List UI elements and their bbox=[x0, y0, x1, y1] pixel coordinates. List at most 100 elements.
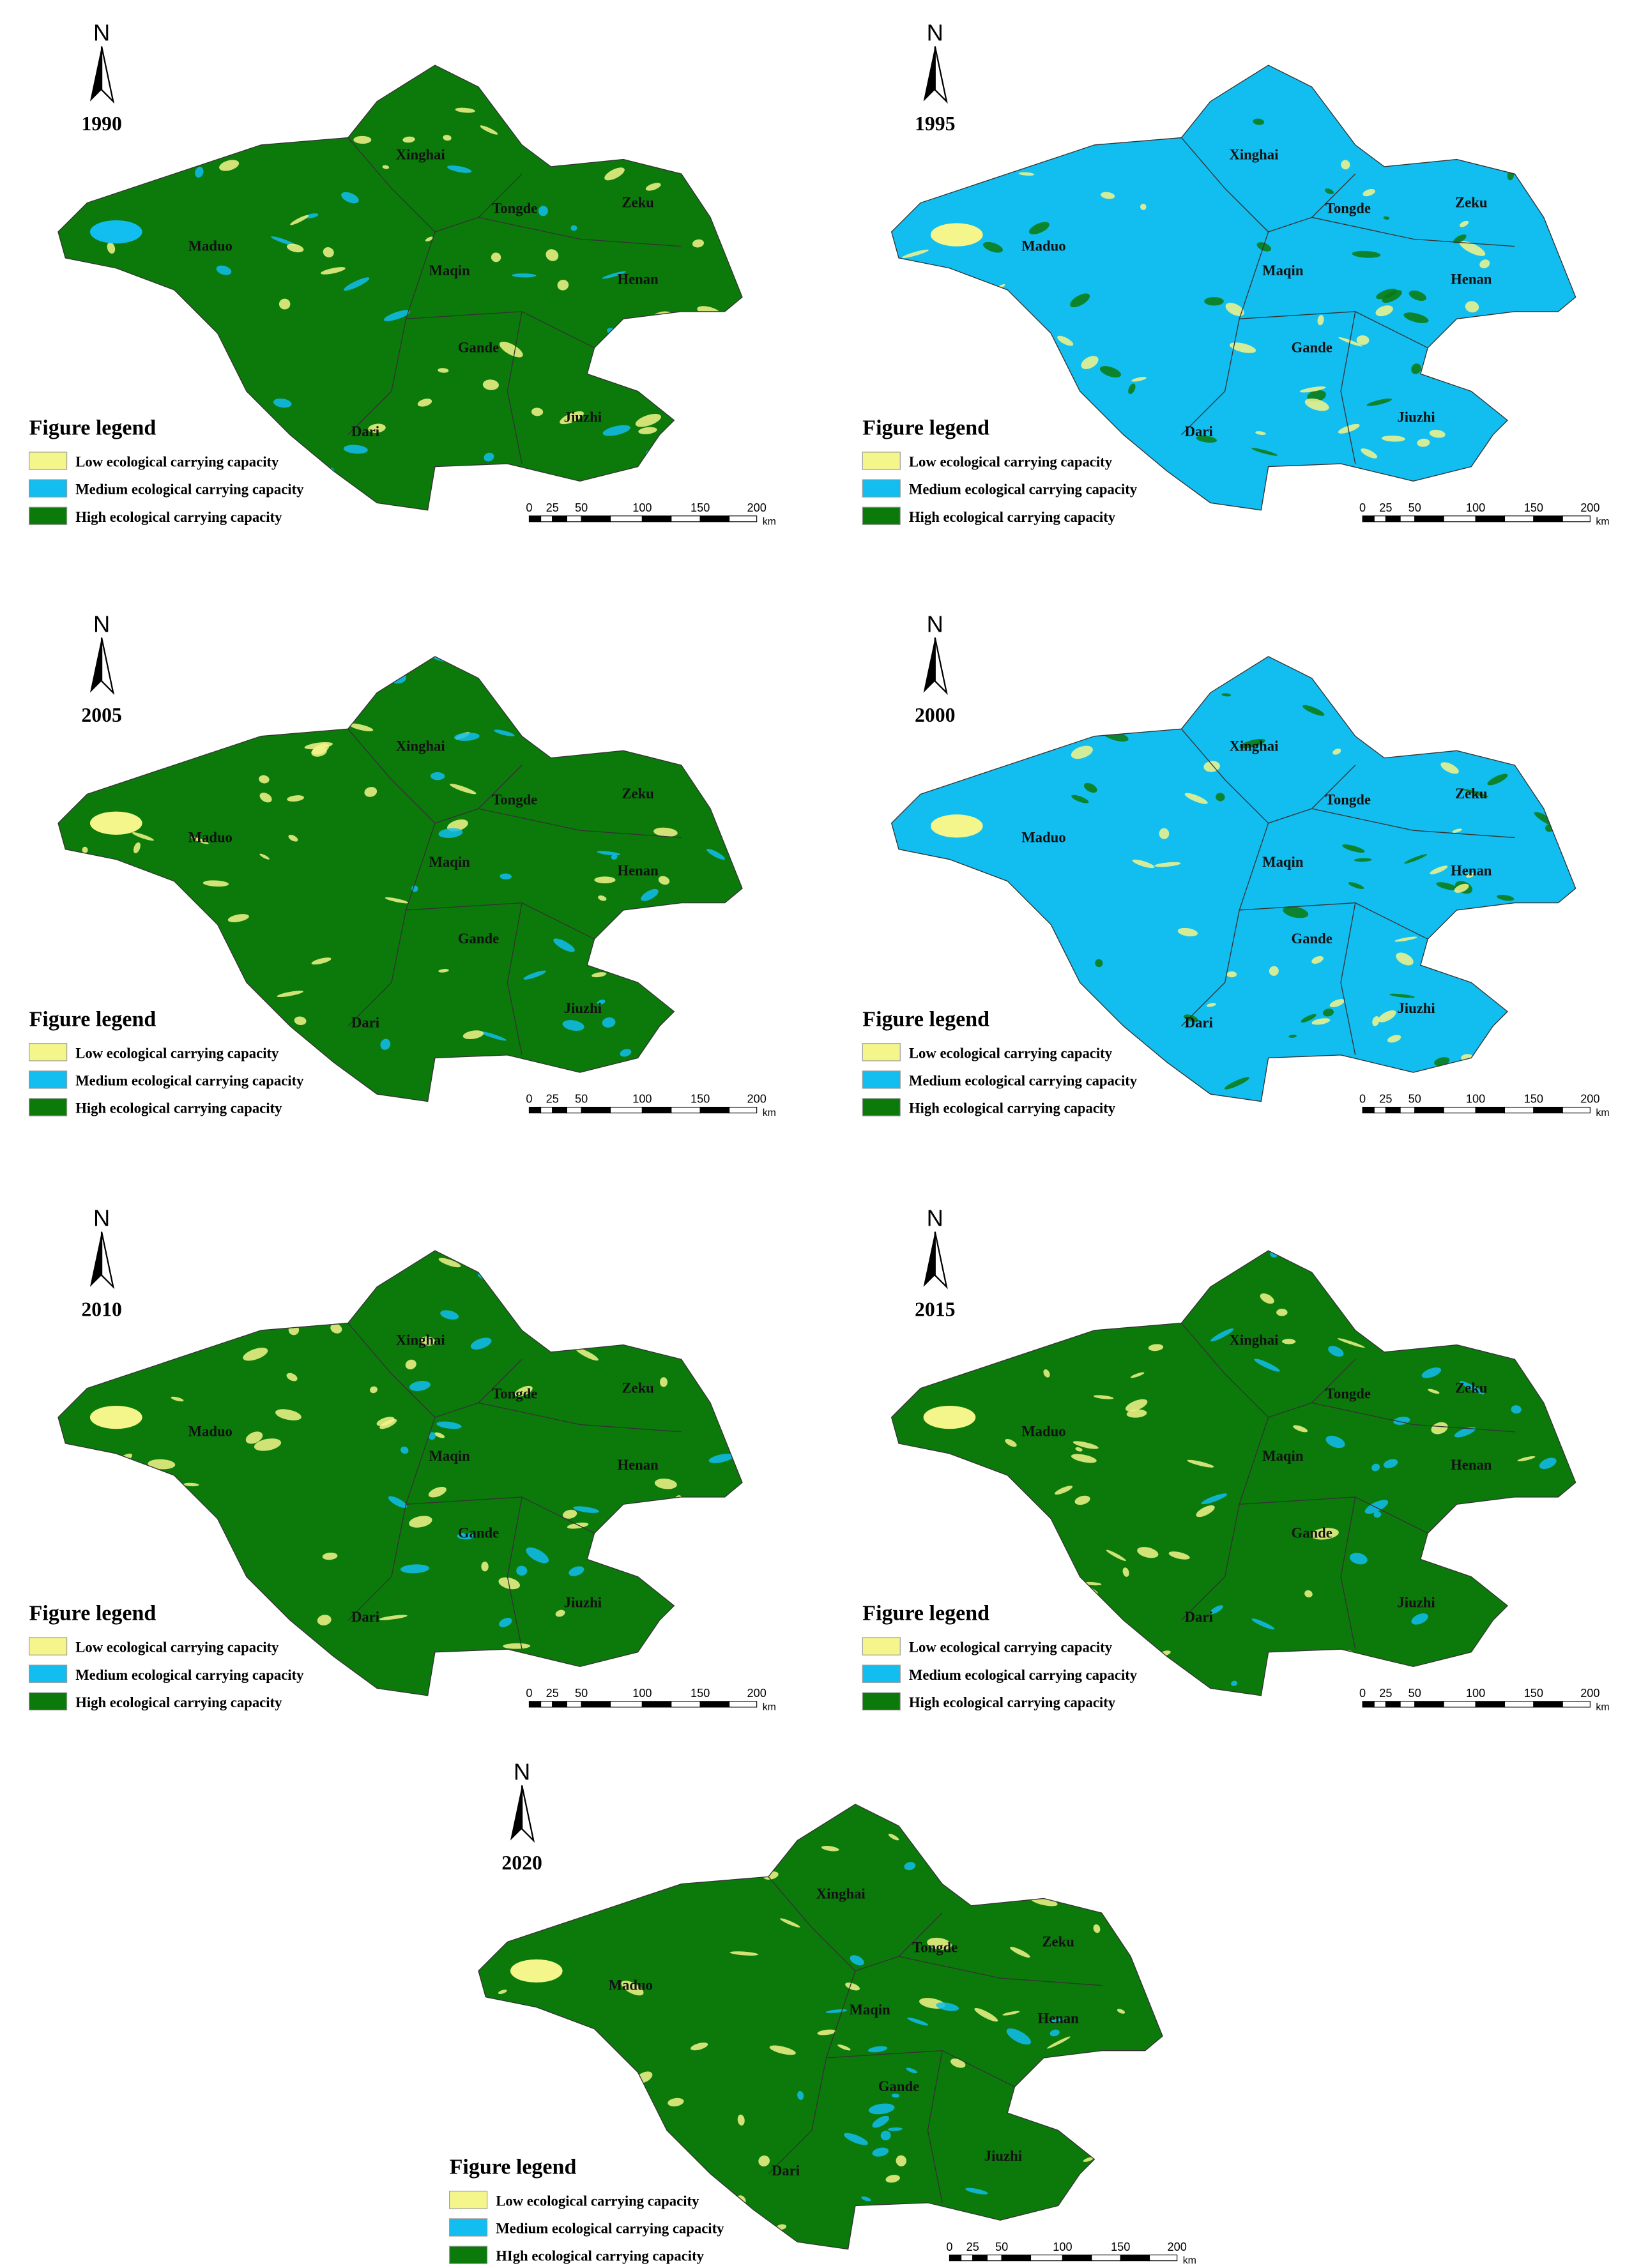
land-patch bbox=[1226, 971, 1237, 978]
place-label: Maduo bbox=[1021, 1424, 1065, 1440]
scale-segment bbox=[728, 1106, 758, 1114]
north-arrow bbox=[521, 1785, 535, 1843]
scale-segment bbox=[641, 1106, 672, 1114]
legend-title: Figure legend bbox=[29, 416, 156, 440]
land-patch bbox=[183, 1482, 199, 1487]
scale-segment bbox=[671, 1106, 701, 1114]
place-label: Jiuzhi bbox=[1397, 1000, 1435, 1016]
land-patch bbox=[780, 1918, 800, 1928]
legend-label: High ecological carrying capacity bbox=[909, 509, 1116, 525]
land-patch bbox=[899, 1454, 919, 1461]
land-patch bbox=[1190, 1693, 1205, 1696]
land-patch bbox=[1093, 1924, 1101, 1933]
land-patch bbox=[1539, 1457, 1557, 1470]
scale-label: 100 bbox=[1053, 2241, 1072, 2253]
land-patch bbox=[183, 75, 202, 82]
year-label: 1990 bbox=[81, 112, 122, 135]
land-patch bbox=[957, 285, 980, 296]
land-patch bbox=[650, 662, 669, 676]
place-label: Maqin bbox=[429, 263, 470, 278]
land-patch bbox=[1511, 1405, 1522, 1414]
land-patch bbox=[1100, 192, 1115, 199]
land-patch bbox=[156, 87, 171, 91]
scale-unit: km bbox=[763, 516, 776, 527]
land-patch bbox=[317, 1615, 332, 1625]
land-patch bbox=[1439, 710, 1461, 721]
lake bbox=[930, 814, 983, 838]
land-patch bbox=[872, 2147, 889, 2157]
scale-segment bbox=[1362, 515, 1375, 522]
land-patch bbox=[1071, 1454, 1097, 1463]
land-patch bbox=[1209, 1605, 1223, 1615]
scale-segment bbox=[552, 1106, 567, 1114]
land-patch bbox=[1527, 77, 1553, 88]
scale-segment bbox=[1373, 515, 1386, 522]
county-border bbox=[1181, 231, 1269, 436]
scale-segment bbox=[961, 2255, 973, 2262]
place-label: Xinghai bbox=[396, 147, 445, 163]
land-patch bbox=[98, 176, 123, 190]
land-patch bbox=[171, 1396, 184, 1402]
land-patch bbox=[466, 487, 475, 493]
scale-segment bbox=[728, 515, 758, 522]
land-patch bbox=[817, 2029, 836, 2036]
land-patch bbox=[280, 455, 303, 468]
scale-label: 150 bbox=[1524, 1093, 1543, 1106]
legend-label: Low ecological carrying capacity bbox=[909, 1640, 1113, 1655]
region-outline bbox=[890, 656, 1576, 1102]
place-label: Jiuzhi bbox=[564, 1000, 602, 1016]
land-patch bbox=[1009, 498, 1028, 503]
land-patch bbox=[1057, 335, 1074, 346]
land-patch bbox=[659, 1377, 668, 1387]
land-patch bbox=[891, 159, 906, 169]
land-patch bbox=[1435, 1251, 1453, 1261]
land-patch bbox=[135, 152, 146, 161]
land-patch bbox=[267, 1264, 279, 1271]
land-patch bbox=[620, 1049, 632, 1057]
land-patch bbox=[597, 1000, 606, 1005]
map-panel: N 1995 Xinghai Tongde Zeku Maduo Maqin Henan Gan… bbox=[862, 20, 1610, 527]
scale-segment bbox=[609, 1106, 643, 1114]
place-label: Maduo bbox=[1021, 829, 1065, 845]
land-patch bbox=[305, 213, 319, 218]
land-patch bbox=[1083, 2157, 1094, 2162]
legend-swatch bbox=[29, 1692, 68, 1710]
place-label: Zeku bbox=[622, 786, 654, 802]
land-patch bbox=[732, 2237, 740, 2243]
land-patch bbox=[457, 1532, 475, 1540]
north-arrow bbox=[923, 637, 935, 693]
land-patch bbox=[662, 986, 687, 1003]
scale-label: 25 bbox=[1379, 1687, 1392, 1700]
map-panel: N 2005 Xinghai Tongde Zeku Maduo Maqin Henan Gan… bbox=[29, 611, 776, 1118]
place-label: Gande bbox=[458, 931, 499, 947]
scale-label: 150 bbox=[1524, 1687, 1543, 1700]
county-border bbox=[927, 2050, 943, 2203]
land-patch bbox=[658, 876, 670, 885]
land-patch bbox=[896, 2155, 907, 2166]
land-patch bbox=[586, 1896, 597, 1900]
land-patch bbox=[436, 1421, 462, 1429]
legend-swatch bbox=[862, 1043, 901, 1062]
land-patch bbox=[443, 135, 452, 141]
place-label: Henan bbox=[617, 862, 659, 878]
scale-segment bbox=[1400, 515, 1416, 522]
land-patch bbox=[385, 897, 409, 904]
land-patch bbox=[1087, 2103, 1095, 2108]
north-arrow bbox=[100, 1231, 115, 1290]
county-border bbox=[507, 311, 523, 464]
land-patch bbox=[1442, 695, 1451, 704]
land-patch bbox=[275, 1409, 301, 1420]
north-label: N bbox=[927, 1205, 943, 1231]
scale-segment bbox=[671, 515, 701, 522]
scale-segment bbox=[552, 1701, 567, 1708]
land-patch bbox=[1019, 1526, 1034, 1537]
land-patch bbox=[1204, 297, 1224, 306]
scale-label: 0 bbox=[946, 2241, 952, 2253]
land-patch bbox=[1539, 762, 1547, 771]
land-patch bbox=[1382, 723, 1410, 730]
land-patch bbox=[487, 1679, 496, 1687]
land-patch bbox=[592, 972, 607, 978]
land-patch bbox=[1421, 1367, 1442, 1378]
land-patch bbox=[758, 2155, 770, 2166]
place-label: Dari bbox=[1185, 423, 1213, 439]
